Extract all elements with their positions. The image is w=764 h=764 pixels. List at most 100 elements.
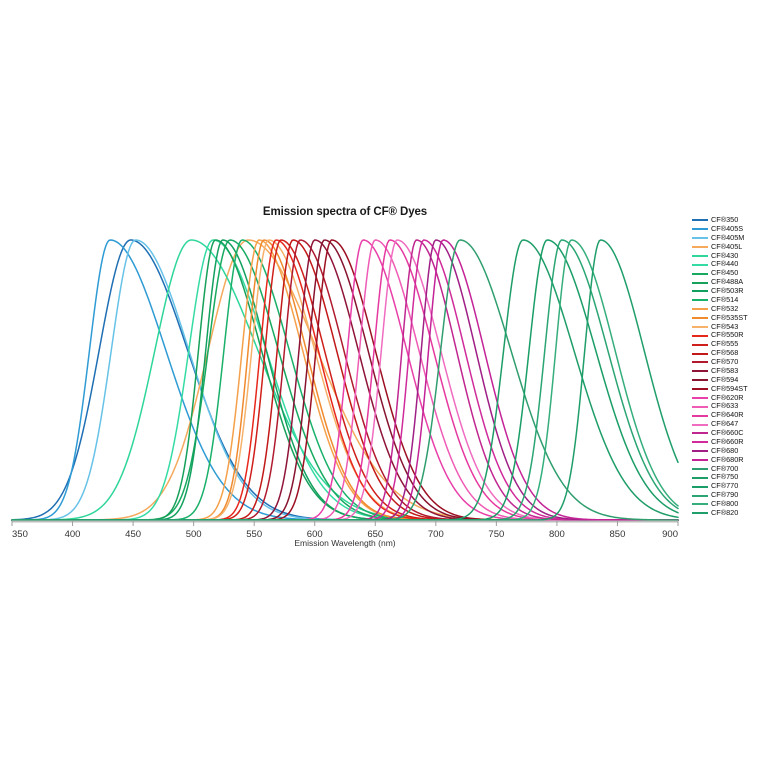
legend-color-swatch xyxy=(692,432,708,435)
legend-item[interactable]: CF®620R xyxy=(692,392,764,403)
legend-item[interactable]: CF®550R xyxy=(692,330,764,340)
legend-color-swatch xyxy=(692,485,708,488)
page-title: Emission spectra of CF® Dyes xyxy=(262,206,428,218)
legend-item-label: CF®800 xyxy=(711,499,739,508)
legend-item[interactable]: CF®800 xyxy=(692,499,764,509)
legend-item[interactable]: CF®488A xyxy=(692,277,764,287)
legend-item[interactable]: CF®640R xyxy=(692,410,764,420)
legend-item-label: CF®647 xyxy=(711,419,739,429)
legend-item[interactable]: CF®660C xyxy=(692,428,764,438)
spectra-curves xyxy=(11,239,679,521)
legend-item-label: CF®640R xyxy=(711,410,744,420)
legend-color-swatch xyxy=(692,237,708,240)
legend-item-label: CF®660C xyxy=(711,428,744,437)
legend-color-swatch xyxy=(692,450,708,453)
legend-item-label: CF®594ST xyxy=(711,383,748,393)
x-tick-label: 400 xyxy=(65,529,81,540)
legend-item[interactable]: CF®350 xyxy=(692,215,764,225)
legend-item-label: CF®503R xyxy=(711,286,744,295)
legend-item[interactable]: CF®647 xyxy=(692,419,764,429)
legend-item[interactable]: CF®568 xyxy=(692,348,764,358)
legend-item-label: CF®450 xyxy=(711,268,739,278)
legend-item[interactable]: CF®405L xyxy=(692,242,764,252)
legend-item-label: CF®555 xyxy=(711,339,739,349)
legend-item[interactable]: CF®790 xyxy=(692,490,764,500)
legend-item[interactable]: CF®532 xyxy=(692,303,764,314)
legend-item[interactable]: CF®594 xyxy=(692,374,764,385)
legend-item[interactable]: CF®535ST xyxy=(692,312,764,323)
legend-item-label: CF®680R xyxy=(711,454,744,464)
legend-color-swatch xyxy=(692,317,708,320)
legend-color-swatch xyxy=(692,370,708,373)
legend-color-swatch xyxy=(692,459,708,462)
legend-item[interactable]: CF®583 xyxy=(692,365,764,376)
legend-item[interactable]: CF®570 xyxy=(692,357,764,367)
legend-color-swatch xyxy=(692,325,708,328)
legend-color-swatch xyxy=(692,343,708,346)
x-tick-label: 600 xyxy=(307,529,323,540)
legend-item-label: CF®430 xyxy=(711,250,739,260)
legend-color-swatch xyxy=(692,281,708,284)
legend-item-label: CF®570 xyxy=(711,357,739,366)
legend-item[interactable]: CF®543 xyxy=(692,321,764,332)
legend-item-label: CF®532 xyxy=(711,303,739,313)
legend-item[interactable]: CF®660R xyxy=(692,436,764,447)
spectrum-curve xyxy=(11,239,679,521)
legend-item-label: CF®660R xyxy=(711,436,744,446)
legend-item[interactable]: CF®514 xyxy=(692,295,764,305)
legend-item[interactable]: CF®700 xyxy=(692,463,764,474)
legend-item[interactable]: CF®503R xyxy=(692,286,764,296)
legend-item[interactable]: CF®450 xyxy=(692,268,764,278)
legend-item-label: CF®770 xyxy=(711,481,739,491)
legend-item[interactable]: CF®680R xyxy=(692,454,764,465)
x-tick-label: 700 xyxy=(428,529,444,540)
plot-area: 350 400 450 500 550 600 650 700 750 800 850 900 xyxy=(11,239,679,540)
legend-color-swatch xyxy=(692,290,708,293)
legend-item[interactable]: CF®405S xyxy=(692,224,764,234)
legend-item-label: CF®535ST xyxy=(711,312,748,322)
legend-color-swatch xyxy=(692,219,708,222)
legend-item-label: CF®440 xyxy=(711,259,739,269)
x-tick-label: 650 xyxy=(367,529,383,540)
legend-item[interactable]: CF®405M xyxy=(692,232,764,243)
legend-color-swatch xyxy=(692,272,708,275)
legend-color-swatch xyxy=(692,334,708,337)
legend-item[interactable]: CF®555 xyxy=(692,339,764,349)
legend-color-swatch xyxy=(692,299,708,302)
legend-item-label: CF®583 xyxy=(711,365,739,375)
legend-item[interactable]: CF®430 xyxy=(692,250,764,261)
legend-item[interactable]: CF®594ST xyxy=(692,383,764,394)
legend-item-label: CF®594 xyxy=(711,374,739,384)
legend-color-swatch xyxy=(692,414,708,417)
legend-item-label: CF®750 xyxy=(711,472,739,482)
legend-item-label: CF®620R xyxy=(711,392,744,402)
legend: CF®350 CF®405S CF®405M CF®405L CF®430 CF®440 C… xyxy=(692,215,764,518)
legend-item[interactable]: CF®820 xyxy=(692,507,764,518)
legend-item-label: CF®680 xyxy=(711,445,739,455)
legend-color-swatch xyxy=(692,512,708,515)
legend-item[interactable]: CF®680 xyxy=(692,445,764,456)
legend-item-label: CF®820 xyxy=(711,507,739,517)
x-tick-label: 750 xyxy=(488,529,504,540)
x-tick-label: 900 xyxy=(662,529,678,540)
legend-color-swatch xyxy=(692,246,708,249)
legend-item[interactable]: CF®633 xyxy=(692,401,764,411)
legend-color-swatch xyxy=(692,361,708,364)
legend-item-label: CF®700 xyxy=(711,463,739,473)
legend-color-swatch xyxy=(692,263,708,266)
legend-item-label: CF®350 xyxy=(711,215,739,224)
legend-item[interactable]: CF®770 xyxy=(692,481,764,491)
legend-item-label: CF®405M xyxy=(711,232,745,242)
legend-color-swatch xyxy=(692,308,708,311)
x-axis-label: Emission Wavelength (nm) xyxy=(294,538,396,548)
x-tick-label: 500 xyxy=(186,529,202,540)
legend-item[interactable]: CF®750 xyxy=(692,472,764,482)
legend-color-swatch xyxy=(692,503,708,506)
legend-item-label: CF®568 xyxy=(711,348,739,358)
legend-item-label: CF®543 xyxy=(711,321,739,331)
legend-item[interactable]: CF®440 xyxy=(692,259,764,269)
legend-color-swatch xyxy=(692,254,708,257)
x-axis-ticks: 350 400 450 500 550 600 650 700 750 800 850 900 xyxy=(11,521,679,540)
legend-item-label: CF®790 xyxy=(711,490,739,500)
